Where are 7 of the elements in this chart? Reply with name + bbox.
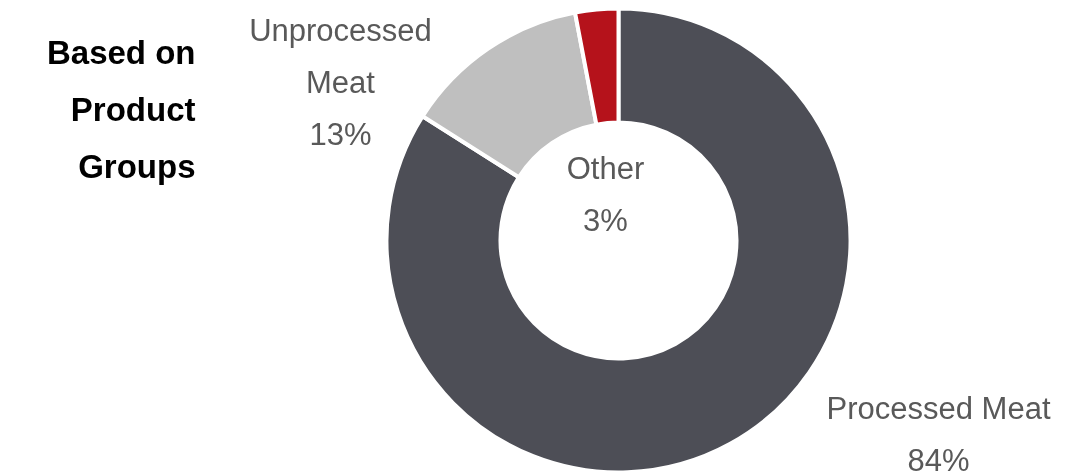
data-label: 84%: [907, 443, 970, 475]
slice-label: Other: [566, 151, 645, 186]
data-label: 3%: [583, 203, 628, 238]
data-label: 13%: [309, 117, 372, 152]
text: Based on Product Groups: [46, 34, 196, 185]
slice-label: Unprocessed Meat: [249, 13, 432, 100]
slice-label: Processed Meat: [826, 391, 1051, 426]
